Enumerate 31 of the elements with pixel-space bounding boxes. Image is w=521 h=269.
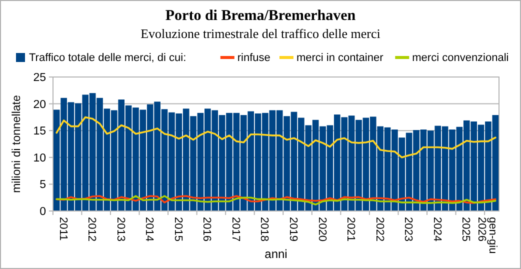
x-tick-label: 2021 bbox=[344, 217, 357, 242]
x-tick-label: 2014 bbox=[143, 217, 156, 242]
y-tick-label: 5 bbox=[40, 179, 46, 192]
x-tick-label: 2023 bbox=[402, 217, 414, 242]
chart-subtitle: Evoluzione trimestrale del traffico delle merci bbox=[140, 26, 381, 41]
legend-label: rinfuse bbox=[237, 52, 270, 64]
y-tick-label: 25 bbox=[33, 72, 46, 84]
x-tick-label: 2024 bbox=[430, 217, 443, 242]
y-tick-label: 0 bbox=[40, 206, 46, 218]
x-tick-label: 2017 bbox=[229, 217, 242, 242]
x-tick-label: 2018 bbox=[258, 217, 270, 242]
line-series bbox=[56, 116, 496, 158]
y-tick-label: 20 bbox=[33, 98, 46, 111]
chart-title: Porto di Brema/Bremerhaven bbox=[165, 8, 356, 24]
x-tick-label: 2016 bbox=[200, 217, 213, 242]
legend-label: merci in container bbox=[296, 52, 384, 64]
x-tick-label: 2020 bbox=[316, 217, 328, 242]
x-tick-label: 2015 bbox=[172, 217, 184, 242]
legend-label: Traffico totale delle merci, di cui: bbox=[29, 52, 186, 64]
x-tick-label: gen-giu 2026 bbox=[476, 217, 499, 254]
y-axis-title: milioni di tonnellate bbox=[11, 95, 23, 193]
x-tick-label: 2011 bbox=[56, 217, 69, 241]
x-axis-title: anni bbox=[264, 247, 288, 261]
x-tick-label: 2025 bbox=[460, 217, 472, 242]
y-tick-label: 10 bbox=[33, 152, 46, 164]
x-tick-label: 2022 bbox=[373, 217, 386, 242]
y-tick-label: 15 bbox=[33, 126, 46, 138]
x-tick-label: 2019 bbox=[286, 217, 299, 242]
legend-label: merci convenzionali bbox=[412, 52, 509, 64]
x-tick-label: 2013 bbox=[114, 217, 126, 242]
x-tick-label: 2012 bbox=[86, 217, 98, 242]
